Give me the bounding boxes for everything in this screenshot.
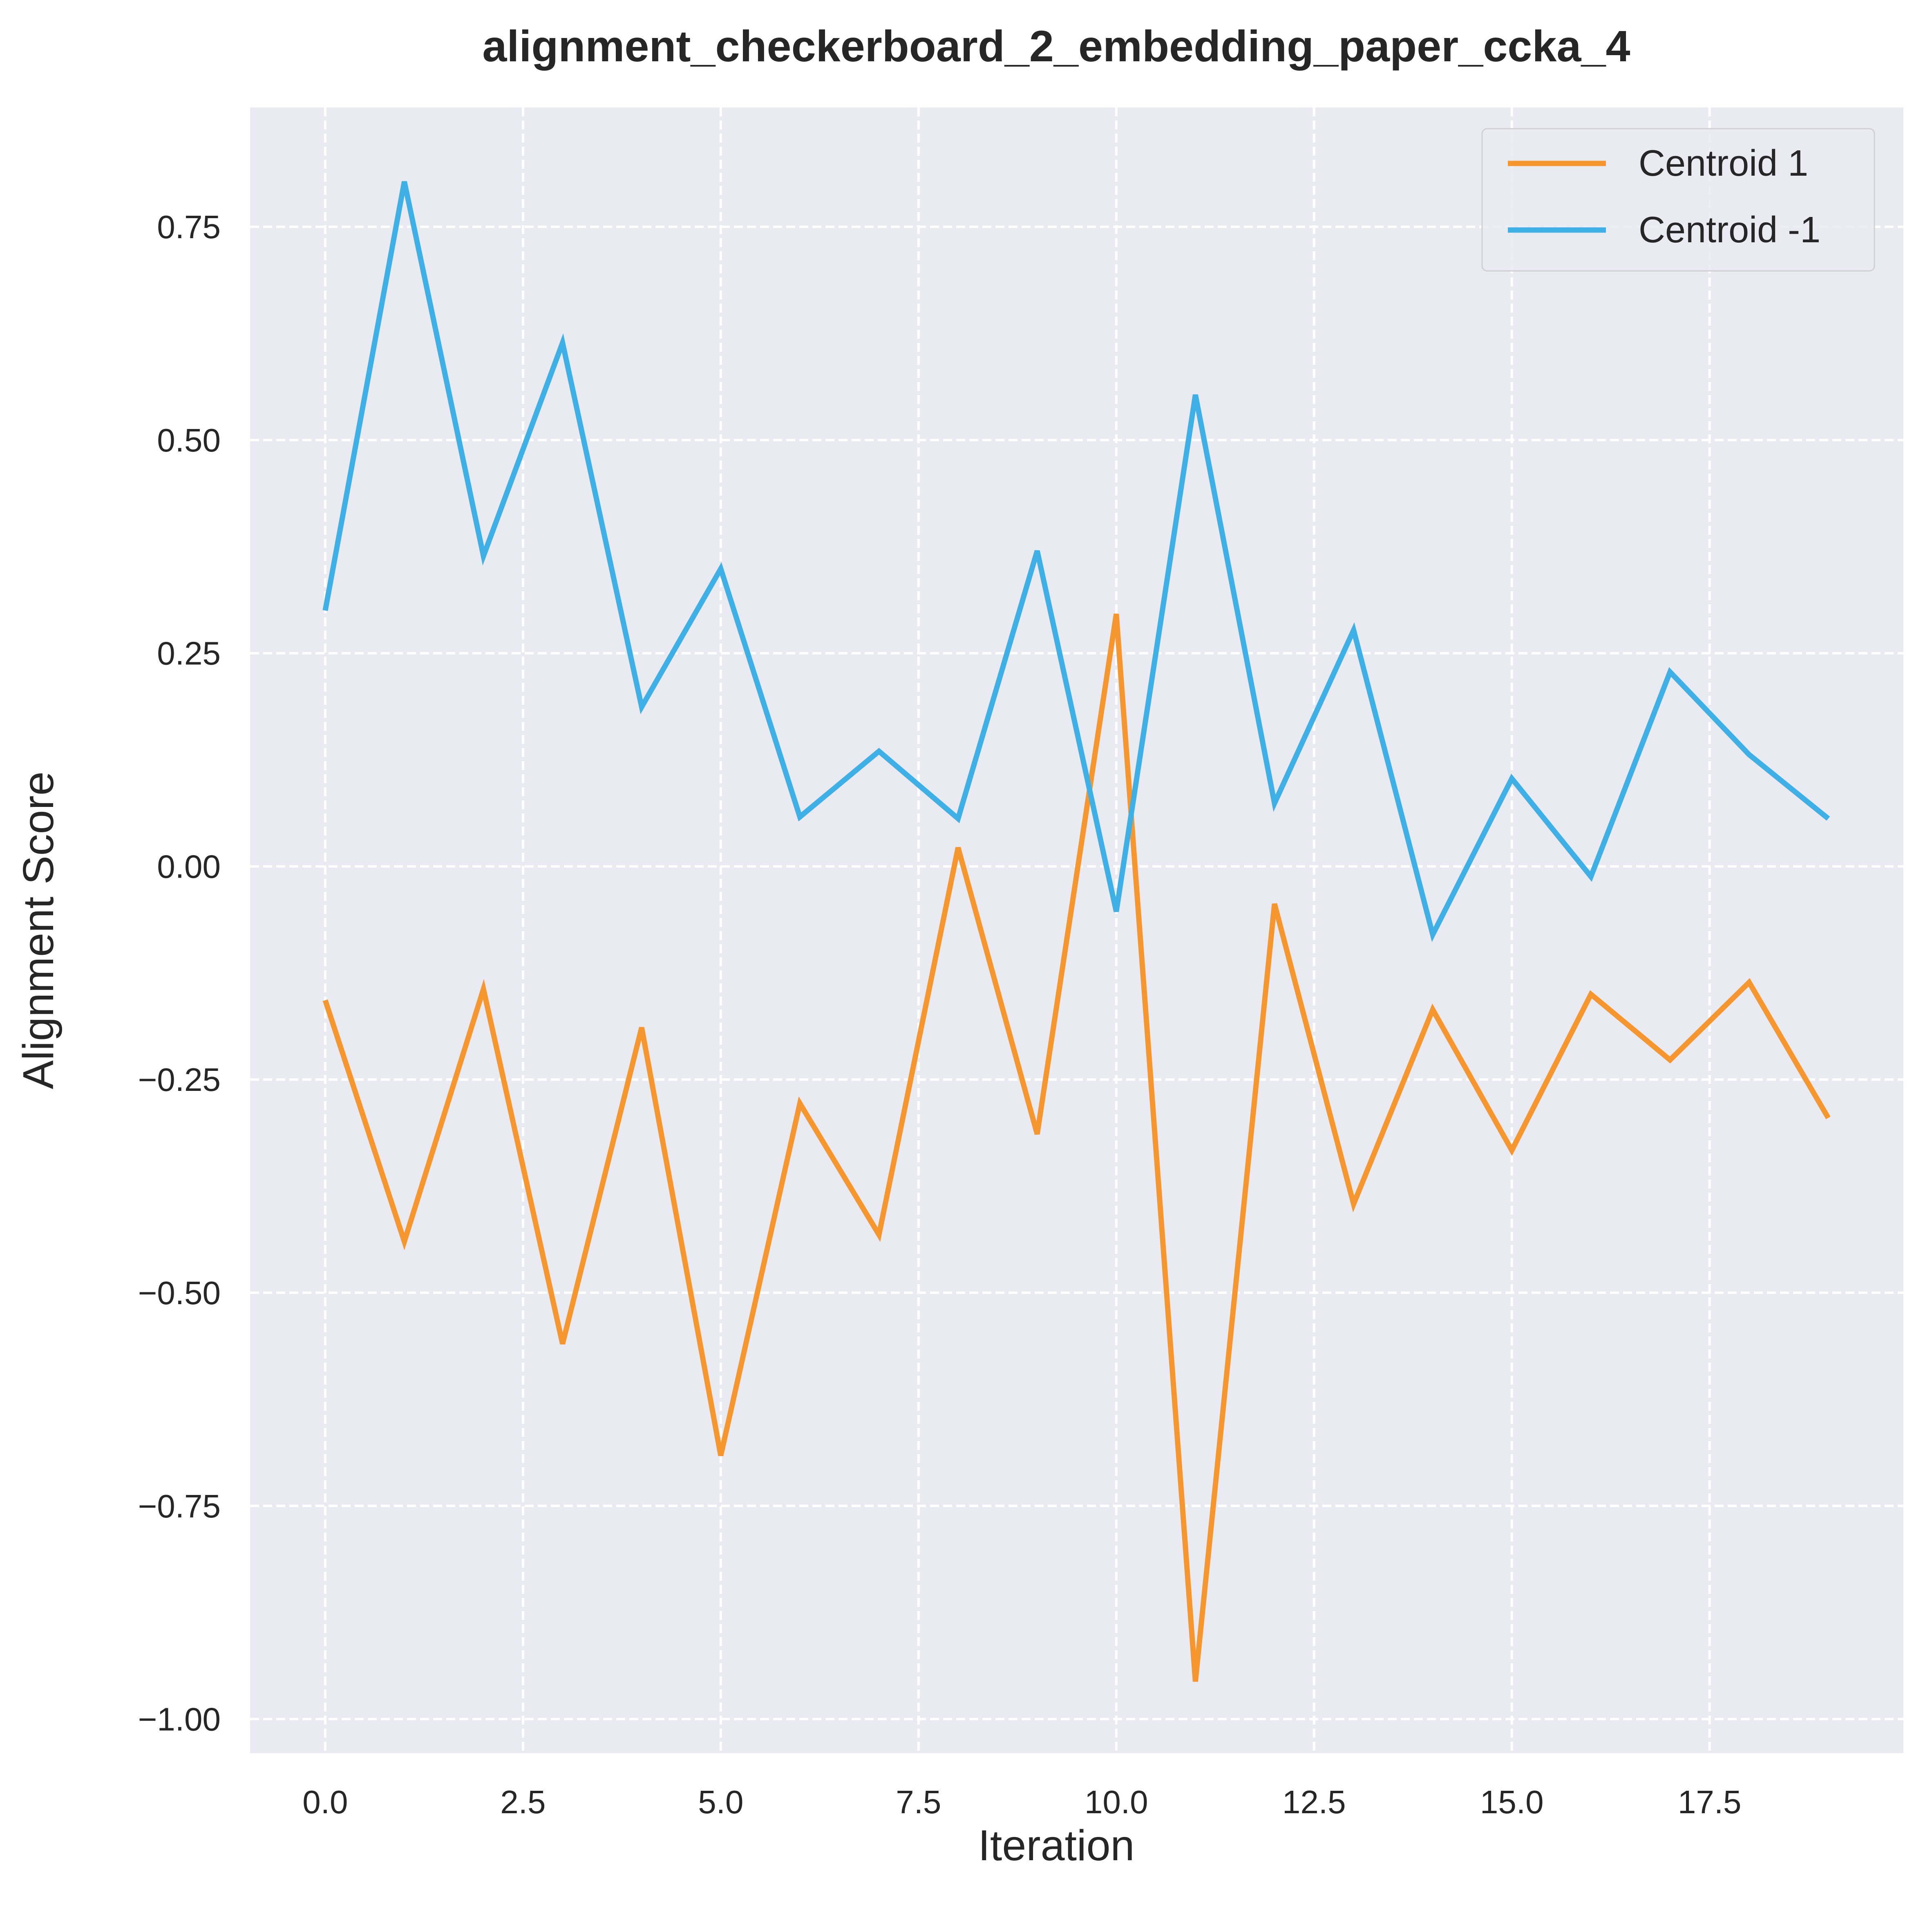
legend: Centroid 1 Centroid -1 (1481, 128, 1875, 272)
x-tick-label: 17.5 (1678, 1784, 1742, 1820)
y-tick-label: −0.50 (138, 1275, 221, 1311)
x-tick-label: 10.0 (1085, 1784, 1148, 1820)
series-line-1 (322, 613, 1831, 1682)
x-tick-label: 0.0 (302, 1784, 348, 1820)
x-tick-label: 12.5 (1282, 1784, 1346, 1820)
x-tick-labels: 0.0 2.5 5.0 7.5 10.0 12.5 15.0 17.5 (302, 1784, 1741, 1820)
x-tick-label: 7.5 (896, 1784, 941, 1820)
y-axis-label: Alignment Score (14, 771, 63, 1089)
y-tick-label: −1.00 (138, 1701, 221, 1738)
y-tick-label: 0.75 (157, 209, 221, 245)
y-tick-labels: 0.75 0.50 0.25 0.00 −0.25 −0.50 −0.75 −1.00 (138, 209, 221, 1737)
y-tick-label: 0.00 (157, 848, 221, 885)
y-tick-label: −0.75 (138, 1488, 221, 1524)
chart-title: alignment_checkerboard_2_embedding_paper… (482, 21, 1630, 71)
x-tick-label: 5.0 (698, 1784, 743, 1820)
legend-label: Centroid -1 (1639, 210, 1820, 250)
x-axis-label: Iteration (978, 1821, 1134, 1870)
plot-area (250, 107, 1903, 1753)
grid-lines (250, 107, 1903, 1753)
legend-label: Centroid 1 (1639, 143, 1808, 184)
series-layer (322, 181, 1831, 1682)
x-tick-label: 15.0 (1480, 1784, 1544, 1820)
series-line-2 (322, 181, 1830, 942)
x-tick-label: 2.5 (500, 1784, 546, 1820)
y-tick-label: −0.25 (138, 1061, 221, 1098)
y-tick-label: 0.25 (157, 635, 221, 672)
y-tick-label: 0.50 (157, 422, 221, 458)
